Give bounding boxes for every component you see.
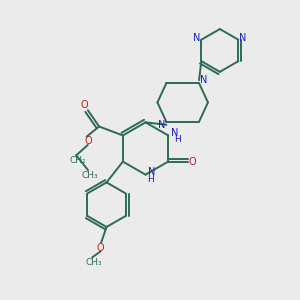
Text: N: N [239,33,247,43]
Text: H: H [174,134,181,143]
Text: O: O [189,157,196,166]
Text: O: O [84,136,92,146]
Text: O: O [80,100,88,110]
Text: N: N [200,75,208,85]
Text: CH₃: CH₃ [85,258,102,267]
Text: N: N [171,128,178,138]
Text: N: N [148,167,156,177]
Text: N: N [158,120,165,130]
Text: CH₃: CH₃ [81,171,98,180]
Text: H: H [148,175,154,184]
Text: CH₂: CH₂ [69,156,86,165]
Text: O: O [97,243,104,253]
Text: N: N [193,33,200,43]
